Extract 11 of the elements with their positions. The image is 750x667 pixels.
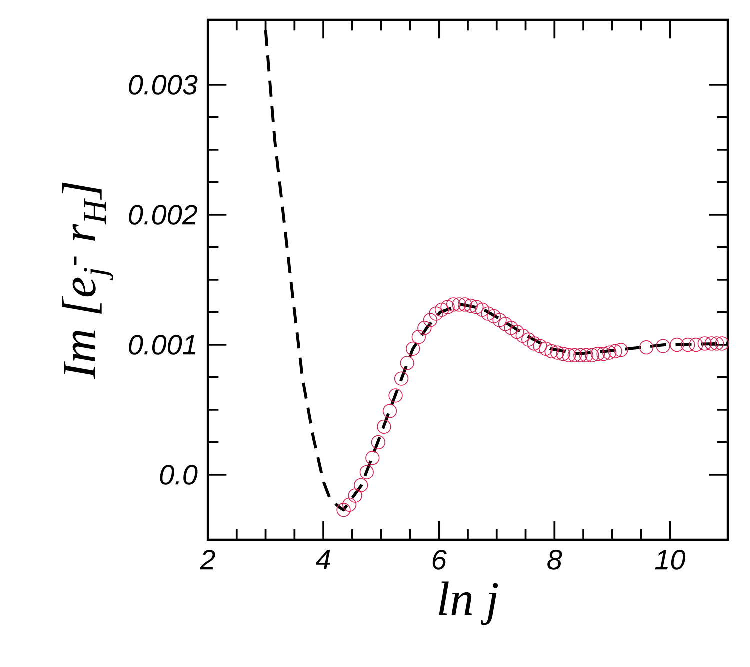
y-tick-label: 0.003: [129, 75, 198, 95]
x-tick-label: 10: [655, 550, 686, 570]
y-tick-label: 0.001: [129, 335, 196, 355]
y-axis-title: Im [e$_{j}$$^{-}$ r$_{H}$]: [62, 182, 114, 380]
x-axis-title: ln j: [439, 582, 498, 626]
x-tick-label: 2: [200, 550, 216, 570]
x-tick-label: 4: [316, 550, 330, 570]
x-tick-label: 6: [432, 550, 447, 570]
y-tick-label: 0.002: [129, 205, 198, 225]
y-tick-label: 0.0: [160, 465, 198, 485]
x-tick-label: 8: [548, 550, 562, 570]
